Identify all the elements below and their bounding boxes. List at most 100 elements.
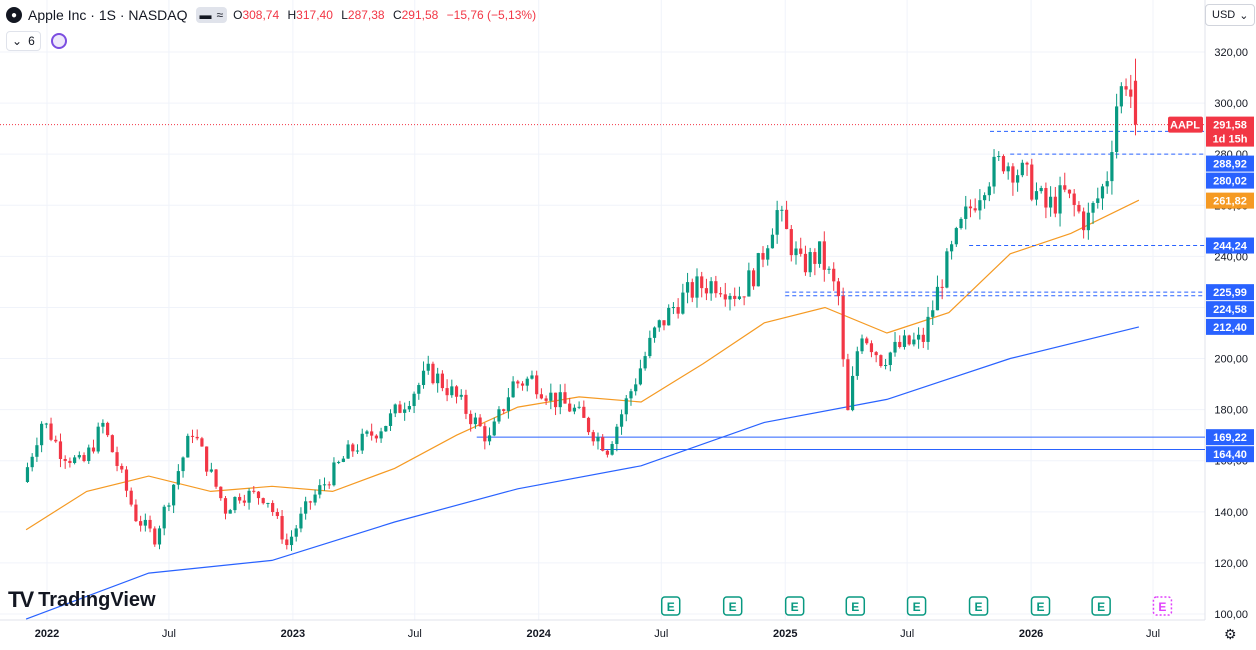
candle-body bbox=[747, 270, 751, 297]
earnings-marker-label: E bbox=[1097, 600, 1105, 614]
candle-body bbox=[836, 281, 841, 297]
candle-body bbox=[49, 423, 53, 440]
candle-body bbox=[676, 307, 680, 314]
candle-body bbox=[200, 438, 204, 447]
chart-legend-header: ● Apple Inc · 1S · NASDAQ ▬ ≈ O308,74 H3… bbox=[6, 4, 541, 26]
candle-body bbox=[850, 375, 855, 411]
level-price-label bbox=[1206, 429, 1254, 446]
earnings-upcoming-marker bbox=[1152, 596, 1173, 616]
tradingview-brand[interactable]: TV TradingView bbox=[8, 587, 156, 613]
candle-body bbox=[860, 338, 864, 352]
candle-body bbox=[25, 467, 30, 482]
candle-body bbox=[964, 206, 968, 219]
candle-body bbox=[742, 296, 746, 298]
candle-body bbox=[770, 234, 775, 249]
candle-body bbox=[337, 461, 341, 463]
candle-body bbox=[384, 425, 388, 432]
candle-body bbox=[959, 218, 963, 229]
candle-body bbox=[238, 496, 242, 501]
candle-body bbox=[280, 516, 284, 540]
candle-body bbox=[120, 465, 124, 470]
chevron-down-icon: ⌄ bbox=[12, 34, 23, 48]
minus-icon: ▬ bbox=[199, 8, 212, 22]
candle-body bbox=[459, 394, 463, 397]
candle-body bbox=[1100, 186, 1105, 199]
candle-body bbox=[1072, 193, 1076, 205]
candle-body bbox=[624, 398, 628, 415]
symbol-title[interactable]: Apple Inc · 1S · NASDAQ bbox=[28, 7, 188, 23]
candle-body bbox=[799, 248, 803, 254]
candle-body bbox=[266, 502, 270, 504]
candle-body bbox=[935, 286, 940, 311]
candle-body bbox=[228, 510, 232, 514]
level-price-label-text: 261,82 bbox=[1213, 196, 1247, 208]
candle-body bbox=[610, 444, 614, 455]
candle-body bbox=[153, 528, 157, 545]
candle-body bbox=[421, 370, 426, 386]
earnings-upcoming-label: E bbox=[1158, 600, 1166, 614]
candle-body bbox=[992, 156, 996, 187]
series-style-toggle[interactable]: ▬ ≈ bbox=[195, 7, 228, 23]
gear-icon[interactable]: ⚙ bbox=[1224, 626, 1237, 642]
candle-body bbox=[497, 409, 501, 422]
candle-body bbox=[671, 307, 676, 309]
x-tick-label: 2024 bbox=[526, 628, 551, 640]
candle-body bbox=[1096, 198, 1100, 203]
candle-body bbox=[289, 536, 294, 546]
level-price-label-text: 212,40 bbox=[1213, 322, 1247, 334]
close-label: C bbox=[392, 8, 402, 22]
candle-body bbox=[1006, 166, 1010, 172]
candle-body bbox=[619, 414, 624, 427]
candle-body bbox=[775, 210, 779, 235]
earnings-marker bbox=[845, 596, 866, 616]
candle-body bbox=[148, 519, 152, 529]
level-price-label bbox=[1206, 172, 1254, 189]
candle-body bbox=[615, 426, 619, 445]
candle-body bbox=[172, 484, 176, 506]
currency-select[interactable]: USD ⌄ bbox=[1205, 4, 1256, 26]
candle-body bbox=[535, 375, 539, 395]
candle-body bbox=[1086, 212, 1090, 231]
refresh-icon[interactable] bbox=[50, 33, 67, 49]
candle-body bbox=[629, 391, 633, 399]
x-tick-label: Jul bbox=[900, 628, 914, 640]
level-price-label bbox=[1206, 446, 1254, 463]
current-price-label-text: 1d 15h bbox=[1213, 134, 1248, 146]
candle-body bbox=[450, 386, 454, 396]
candle-body bbox=[761, 253, 765, 260]
candle-body bbox=[549, 392, 553, 401]
candle-body bbox=[68, 460, 72, 463]
candle-body bbox=[539, 394, 543, 399]
candle-body bbox=[756, 253, 760, 287]
candle-body bbox=[822, 241, 826, 270]
candle-body bbox=[511, 381, 515, 398]
candle-body bbox=[780, 209, 784, 211]
symbol-tag bbox=[1168, 116, 1203, 133]
candle-body bbox=[766, 248, 770, 260]
level-price-label bbox=[1206, 318, 1254, 335]
candle-body bbox=[940, 286, 944, 288]
earnings-marker-label: E bbox=[667, 600, 675, 614]
x-tick-label: Jul bbox=[654, 628, 668, 640]
candle-body bbox=[968, 206, 973, 209]
candle-body bbox=[582, 406, 586, 418]
indicator-count: 6 bbox=[28, 34, 35, 48]
candle-body bbox=[370, 431, 374, 436]
candle-body bbox=[506, 397, 510, 411]
candle-body bbox=[393, 404, 397, 414]
candle-body bbox=[82, 455, 86, 462]
low-value: 287,38 bbox=[347, 8, 385, 22]
indicators-toggle-button[interactable]: ⌄ 6 bbox=[6, 31, 41, 51]
candle-body bbox=[77, 455, 81, 458]
level-price-label-text: 280,02 bbox=[1213, 176, 1247, 188]
candle-body bbox=[139, 521, 143, 526]
candle-body bbox=[261, 498, 265, 504]
candle-body bbox=[181, 457, 185, 472]
candle-body bbox=[473, 417, 477, 425]
candle-body bbox=[134, 504, 138, 522]
candle-body bbox=[379, 431, 383, 439]
ohlc-values: O308,74 H317,40 L287,38 C291,58 −15,76 (… bbox=[233, 8, 541, 22]
candle-body bbox=[143, 519, 147, 526]
